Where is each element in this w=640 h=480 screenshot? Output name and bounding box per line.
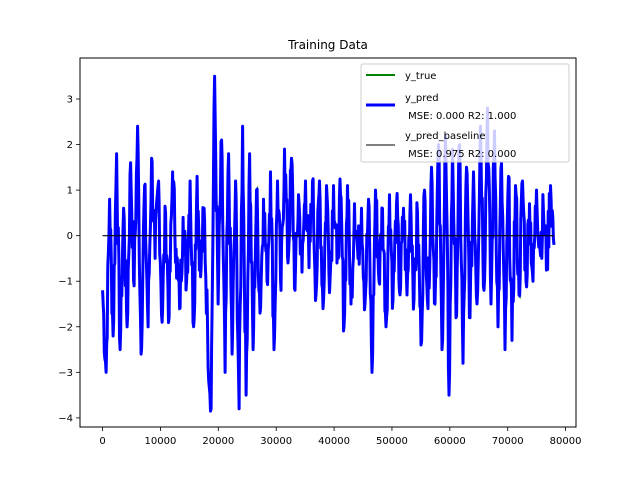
x-tick-label: 30000 <box>260 436 292 447</box>
y-tick-label: −1 <box>58 277 73 288</box>
plot-frame <box>79 57 577 428</box>
legend-entry-y-pred: y_pred MSE: 0.000 R2: 1.000 <box>405 93 516 122</box>
y-tick-label: −4 <box>58 413 73 424</box>
series-y-pred-line <box>101 74 556 413</box>
legend-y-pred-line2: MSE: 0.000 R2: 1.000 <box>405 111 516 122</box>
legend: y_true y_pred MSE: 0.000 R2: 1.000 y_pre… <box>360 63 570 163</box>
y-axis: −4 −3 −2 −1 0 1 2 3 <box>58 95 80 424</box>
x-axis: 0 10000 20000 30000 40000 50000 60000 70000 8000… <box>99 427 581 447</box>
y-tick-label: 2 <box>67 140 73 151</box>
x-tick-label: 70000 <box>492 436 524 447</box>
x-tick-label: 40000 <box>318 436 350 447</box>
legend-entry-y-true: y_true <box>405 71 436 82</box>
legend-y-pred-line1: y_pred <box>405 93 439 104</box>
legend-baseline-line1: y_pred_baseline <box>405 131 486 142</box>
series-layer <box>101 74 556 413</box>
y-tick-label: −3 <box>58 368 73 379</box>
x-tick-label: 10000 <box>145 436 177 447</box>
legend-box <box>360 63 570 163</box>
legend-baseline-line2: MSE: 0.975 R2: 0.000 <box>405 149 516 160</box>
x-tick-label: 50000 <box>376 436 408 447</box>
y-tick-label: 1 <box>67 186 73 197</box>
x-tick-label: 80000 <box>550 436 582 447</box>
y-tick-label: −2 <box>58 322 73 333</box>
chart-title: Training Data <box>287 38 368 52</box>
y-tick-label: 3 <box>67 95 73 106</box>
y-tick-label: 0 <box>67 231 73 242</box>
x-tick-label: 0 <box>99 436 105 447</box>
legend-entry-y-pred-baseline: y_pred_baseline MSE: 0.975 R2: 0.000 <box>405 131 516 160</box>
x-tick-label: 20000 <box>202 436 234 447</box>
x-tick-label: 60000 <box>434 436 466 447</box>
